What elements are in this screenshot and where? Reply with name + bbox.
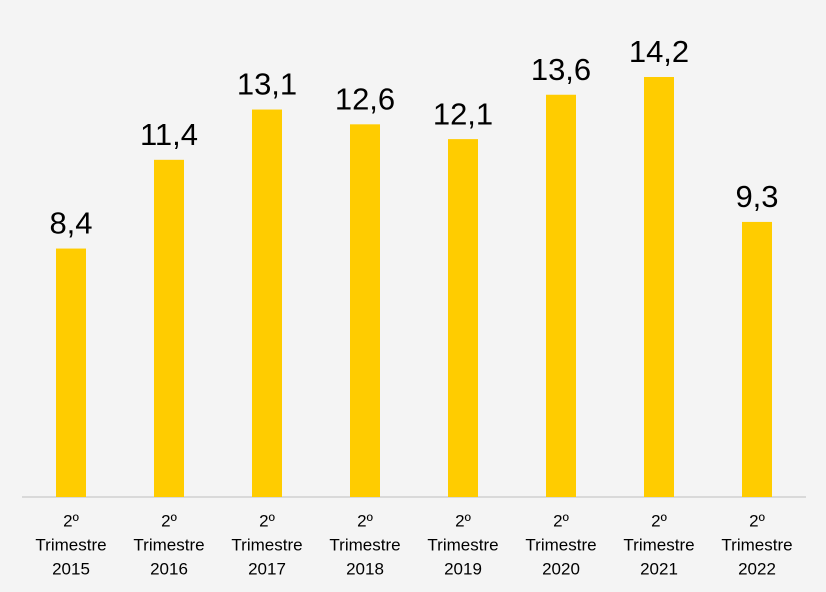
x-tick-label: Trimestre (525, 535, 596, 554)
bar (350, 124, 380, 497)
x-tick-label: 2021 (640, 559, 678, 578)
x-tick-label: Trimestre (35, 535, 106, 554)
x-tick-label: 2019 (444, 559, 482, 578)
data-label: 9,3 (735, 179, 778, 214)
x-tick-label: 2º (259, 511, 275, 530)
x-tick-label: 2º (455, 511, 471, 530)
x-tick-label: 2015 (52, 559, 90, 578)
bar (448, 139, 478, 497)
bar (644, 77, 674, 497)
data-label: 12,6 (335, 82, 395, 117)
x-tick-label: Trimestre (329, 535, 400, 554)
x-tick-label: Trimestre (721, 535, 792, 554)
bar (546, 94, 576, 498)
bar (56, 248, 86, 497)
data-label: 13,6 (531, 52, 591, 87)
x-tick-label: 2º (651, 511, 667, 530)
x-tick-label: 2º (63, 511, 79, 530)
data-label: 12,1 (433, 96, 493, 131)
x-tick-label: 2022 (738, 559, 776, 578)
bar (154, 159, 184, 497)
x-tick-label: Trimestre (623, 535, 694, 554)
x-tick-label: 2º (161, 511, 177, 530)
x-tick-label: 2020 (542, 559, 580, 578)
bar (742, 221, 772, 498)
data-label: 13,1 (237, 67, 297, 102)
x-tick-label: 2017 (248, 559, 286, 578)
x-tick-label: Trimestre (231, 535, 302, 554)
x-tick-label: 2018 (346, 559, 384, 578)
data-label: 14,2 (629, 34, 689, 69)
x-tick-label: 2016 (150, 559, 188, 578)
bar (252, 109, 282, 497)
x-tick-label: Trimestre (133, 535, 204, 554)
data-label: 11,4 (140, 117, 198, 152)
x-tick-label: 2º (357, 511, 373, 530)
x-tick-label: 2º (749, 511, 765, 530)
data-label: 8,4 (49, 206, 92, 241)
x-tick-label: 2º (553, 511, 569, 530)
x-tick-label: Trimestre (427, 535, 498, 554)
